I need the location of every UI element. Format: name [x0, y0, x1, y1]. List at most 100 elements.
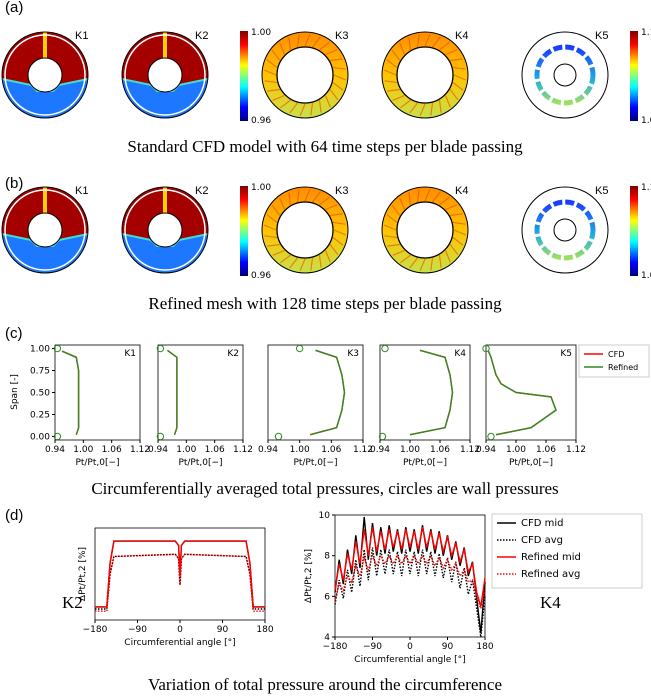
- axes-frame: [379, 344, 471, 441]
- contour-wake: [43, 32, 47, 59]
- contour-hub: [147, 57, 183, 93]
- x-tick-label: 90: [442, 642, 454, 652]
- blade-wake: [289, 102, 298, 114]
- blade-wake: [318, 100, 322, 113]
- blade-wake: [452, 66, 466, 70]
- blade-wake: [386, 214, 398, 223]
- blade-wake: [264, 235, 278, 239]
- series-line: [310, 349, 346, 436]
- x-tick-label: −90: [363, 642, 382, 652]
- x-tick-label: 0: [407, 642, 413, 652]
- axes-frame: [157, 344, 244, 441]
- series-line: [95, 553, 265, 612]
- colorbar-tick: 1.00: [251, 183, 271, 193]
- colorbar-tick: 1.00: [641, 271, 651, 281]
- blade-wake: [432, 191, 441, 203]
- legend-label: CFD: [608, 350, 624, 359]
- x-axis-label: Pt/Pt,0[−]: [509, 458, 553, 468]
- x-tick-label: 1.12: [353, 445, 373, 455]
- contour-outline: [121, 186, 209, 274]
- contour-label: K5: [595, 185, 608, 197]
- blade-wake: [312, 191, 321, 203]
- blade-wake: [444, 250, 451, 263]
- x-tick-label: 0.94: [45, 445, 65, 455]
- series-line: [409, 349, 454, 436]
- caption: Standard CFD model with 64 time steps pe…: [127, 137, 523, 156]
- blade-wake: [452, 82, 464, 91]
- blade-wake: [299, 103, 306, 116]
- contour-outline: [121, 31, 209, 119]
- x-tick-label: 1.06: [102, 445, 122, 455]
- blade-wake: [444, 95, 451, 108]
- blade-wake: [324, 250, 331, 263]
- contour-rim: [4, 34, 86, 116]
- blade-wake: [399, 197, 406, 210]
- panel-label: (c): [5, 325, 23, 342]
- blade-wake: [453, 74, 466, 81]
- x-tick-label: 1.00: [290, 445, 310, 455]
- x-axis-label: Circumferential angle [°]: [354, 655, 465, 665]
- legend-label: CFD mid: [521, 518, 563, 529]
- series-line: [61, 350, 80, 435]
- blade-wake: [332, 221, 346, 225]
- x-tick-label: 0.94: [370, 445, 390, 455]
- x-tick-label: −180: [323, 642, 348, 652]
- contour-label: K3: [335, 185, 348, 197]
- blade-wake: [318, 255, 322, 268]
- wall-pressure: [53, 432, 62, 441]
- blade-wake: [288, 192, 292, 205]
- blade-wake: [319, 196, 330, 206]
- blade-wake: [279, 42, 286, 55]
- contour-wake: [43, 187, 47, 214]
- x-tick-label: 1.00: [176, 445, 196, 455]
- x-tick-label: −90: [128, 625, 147, 635]
- subplot-title: K1: [124, 349, 136, 359]
- blade-wake: [453, 229, 466, 236]
- legend-label: Refined mid: [521, 552, 581, 563]
- contour-hub: [276, 201, 334, 259]
- y-axis-label: Span [-]: [10, 374, 20, 410]
- blade-wake: [272, 94, 285, 101]
- subplot-title: K4: [454, 349, 466, 359]
- blade-wake: [452, 221, 466, 225]
- blade-wake: [333, 74, 346, 81]
- annotation: K4: [540, 593, 561, 612]
- blade-wake: [438, 255, 442, 268]
- x-tick-label: 1.06: [205, 445, 225, 455]
- legend-box: [491, 513, 643, 589]
- x-tick-label: 1.06: [536, 445, 556, 455]
- blade-wake: [384, 224, 397, 231]
- contour-label: K2: [195, 185, 208, 197]
- blade-wake: [430, 257, 434, 271]
- series-line: [334, 516, 486, 633]
- x-tick-label: 1.12: [233, 445, 253, 455]
- series-line: [334, 527, 486, 607]
- y-tick-label: 6: [324, 592, 330, 602]
- x-axis-label: Circumferential angle [°]: [124, 638, 235, 648]
- y-tick-label: 0.25: [30, 410, 50, 420]
- x-tick-label: 90: [217, 625, 229, 635]
- blade-wake: [439, 196, 450, 206]
- blade-wake: [419, 103, 426, 116]
- contour-label: K4: [455, 185, 468, 197]
- colorbar-tick: 1.00: [251, 28, 271, 38]
- x-tick-label: 1.12: [130, 445, 150, 455]
- wall-pressure: [381, 344, 389, 353]
- x-tick-label: 0.94: [148, 445, 168, 455]
- blade-wake: [432, 36, 441, 48]
- blade-wake: [289, 257, 298, 269]
- blade-wake: [424, 34, 431, 47]
- blade-wake: [400, 254, 411, 264]
- x-axis-label: Pt/Pt,0[−]: [403, 458, 447, 468]
- blade-wake: [271, 50, 281, 61]
- y-tick-label: 0.00: [30, 432, 50, 442]
- blade-wake: [267, 243, 280, 247]
- wall-pressure: [156, 344, 165, 353]
- y-axis-label: ΔPt/Pt,2 [%]: [78, 547, 88, 601]
- blade-wake: [384, 69, 397, 76]
- contour-label: K5: [595, 30, 608, 42]
- series-line: [61, 350, 80, 435]
- blade-wake: [304, 189, 311, 202]
- blade-wake: [280, 254, 291, 264]
